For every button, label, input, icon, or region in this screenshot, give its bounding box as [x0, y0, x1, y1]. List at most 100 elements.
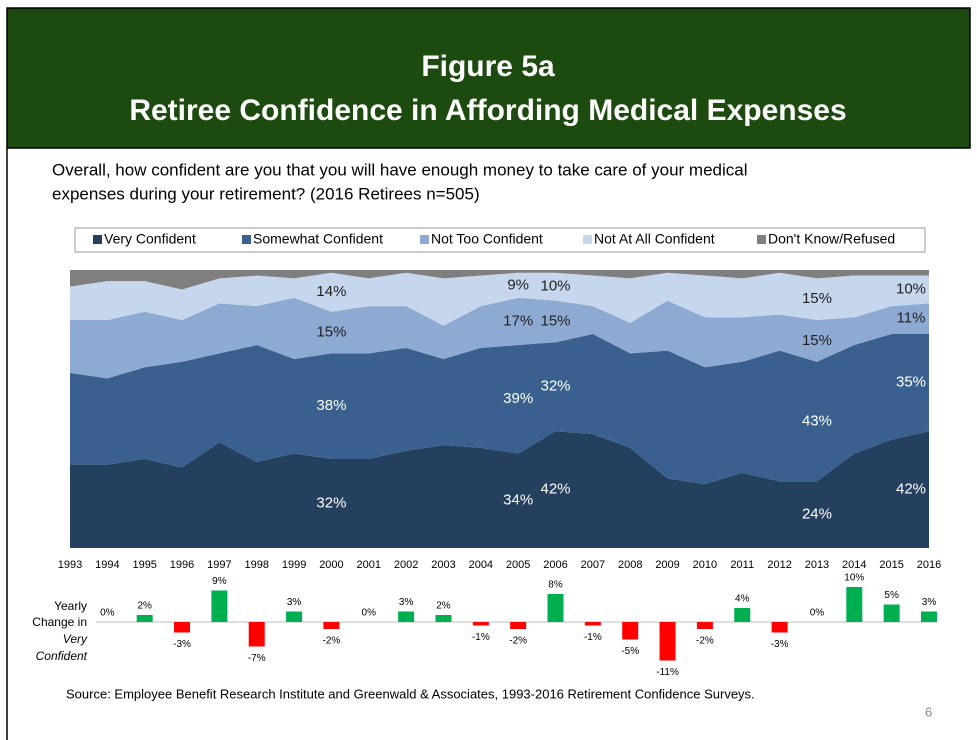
legend-label: Somewhat Confident: [253, 231, 383, 247]
bar: [398, 611, 415, 622]
data-label: 3%: [287, 597, 302, 608]
data-label: -2%: [323, 636, 341, 647]
data-label: 10%: [541, 278, 571, 295]
data-label: 39%: [503, 390, 533, 407]
legend-swatch: [242, 235, 251, 244]
data-label: 10%: [844, 573, 864, 584]
area-band: [70, 272, 929, 326]
data-label: 43%: [802, 412, 832, 429]
data-label: 34%: [503, 492, 533, 509]
data-label: -2%: [696, 636, 714, 647]
area-band: [70, 431, 929, 548]
data-label: 14%: [316, 283, 346, 300]
data-label: -3%: [173, 639, 191, 650]
legend-label: Don't Know/Refused: [768, 231, 895, 247]
bar: [211, 590, 228, 622]
data-label: 0%: [362, 608, 377, 619]
data-label: 15%: [316, 324, 346, 341]
bar: [547, 594, 564, 622]
x-tick-label: 2009: [655, 559, 679, 571]
source: Source: Employee Benefit Research Instit…: [66, 686, 755, 701]
legend-label: Very Confident: [104, 231, 196, 247]
x-tick-label: 2011: [730, 559, 754, 571]
legend-label: Not At All Confident: [594, 231, 715, 247]
x-tick-label: 2000: [319, 559, 343, 571]
area-band: [70, 270, 929, 290]
x-tick-label: 2012: [767, 559, 791, 571]
data-label: 3%: [922, 597, 937, 608]
x-tick-label: 2003: [431, 559, 455, 571]
x-tick-label: 2010: [693, 559, 717, 571]
bar: [435, 615, 452, 622]
x-tick-label: 2016: [917, 559, 941, 571]
bar: [622, 622, 639, 640]
data-label: 10%: [896, 280, 926, 297]
data-label: 8%: [548, 580, 563, 591]
legend-swatch: [420, 235, 429, 244]
data-label: 24%: [802, 506, 832, 523]
x-tick-label: 2014: [842, 559, 866, 571]
x-tick-label: 2004: [469, 559, 493, 571]
bar: [659, 622, 676, 661]
bar: [510, 622, 527, 629]
x-tick-label: 2005: [506, 559, 530, 571]
x-tick-label: 1995: [132, 559, 156, 571]
data-label: 0%: [810, 608, 825, 619]
data-label: -11%: [656, 667, 679, 678]
x-tick-label: 2008: [618, 559, 642, 571]
title-line: Figure 5a: [421, 50, 555, 83]
bar: [174, 622, 191, 633]
x-tick-label: 2013: [805, 559, 829, 571]
bar: [323, 622, 340, 629]
data-label: 2%: [436, 601, 451, 612]
bar: [771, 622, 788, 633]
bar: [286, 611, 303, 622]
area-band: [70, 297, 929, 379]
y-axis-label: Change in: [32, 615, 87, 629]
question-line: Overall, how confident are you that you …: [52, 160, 748, 179]
x-tick-label: 2002: [394, 559, 418, 571]
data-label: -5%: [621, 646, 639, 657]
data-label: 11%: [897, 310, 926, 327]
data-label: 42%: [896, 481, 926, 498]
data-label: -3%: [771, 639, 789, 650]
data-label: 4%: [735, 594, 750, 605]
bar: [472, 622, 489, 626]
data-label: 3%: [399, 597, 414, 608]
x-tick-label: 1994: [95, 559, 119, 571]
data-label: 35%: [896, 374, 926, 391]
bar: [883, 604, 900, 622]
header-band: [6, 7, 971, 149]
bar: [696, 622, 713, 629]
y-axis-label: Very: [63, 632, 88, 646]
data-label: -1%: [472, 632, 490, 643]
data-label: 9%: [507, 276, 529, 293]
data-label: 32%: [541, 378, 571, 395]
bar: [584, 622, 601, 626]
data-label: 15%: [802, 332, 832, 349]
legend-label: Not Too Confident: [431, 231, 543, 247]
x-tick-label: 2015: [879, 559, 903, 571]
x-tick-label: 1998: [244, 559, 268, 571]
page-number: 6: [925, 704, 932, 719]
bar: [846, 587, 863, 622]
data-label: 9%: [212, 576, 227, 587]
data-label: 17%: [503, 312, 533, 329]
bar: [248, 622, 265, 647]
x-tick-label: 2007: [581, 559, 605, 571]
legend-swatch: [757, 235, 766, 244]
area-band: [70, 333, 929, 485]
y-axis-label: Yearly: [54, 599, 87, 613]
data-label: 2%: [137, 601, 152, 612]
question-line: expenses during your retirement? (2016 R…: [52, 184, 480, 203]
data-label: -7%: [248, 653, 266, 664]
legend-swatch: [583, 235, 592, 244]
x-tick-label: 1993: [58, 559, 82, 571]
data-label: 15%: [802, 290, 832, 307]
x-tick-label: 1999: [282, 559, 306, 571]
bar: [921, 611, 937, 622]
x-tick-label: 1996: [170, 559, 194, 571]
data-label: 5%: [884, 590, 899, 601]
data-label: 15%: [541, 312, 571, 329]
